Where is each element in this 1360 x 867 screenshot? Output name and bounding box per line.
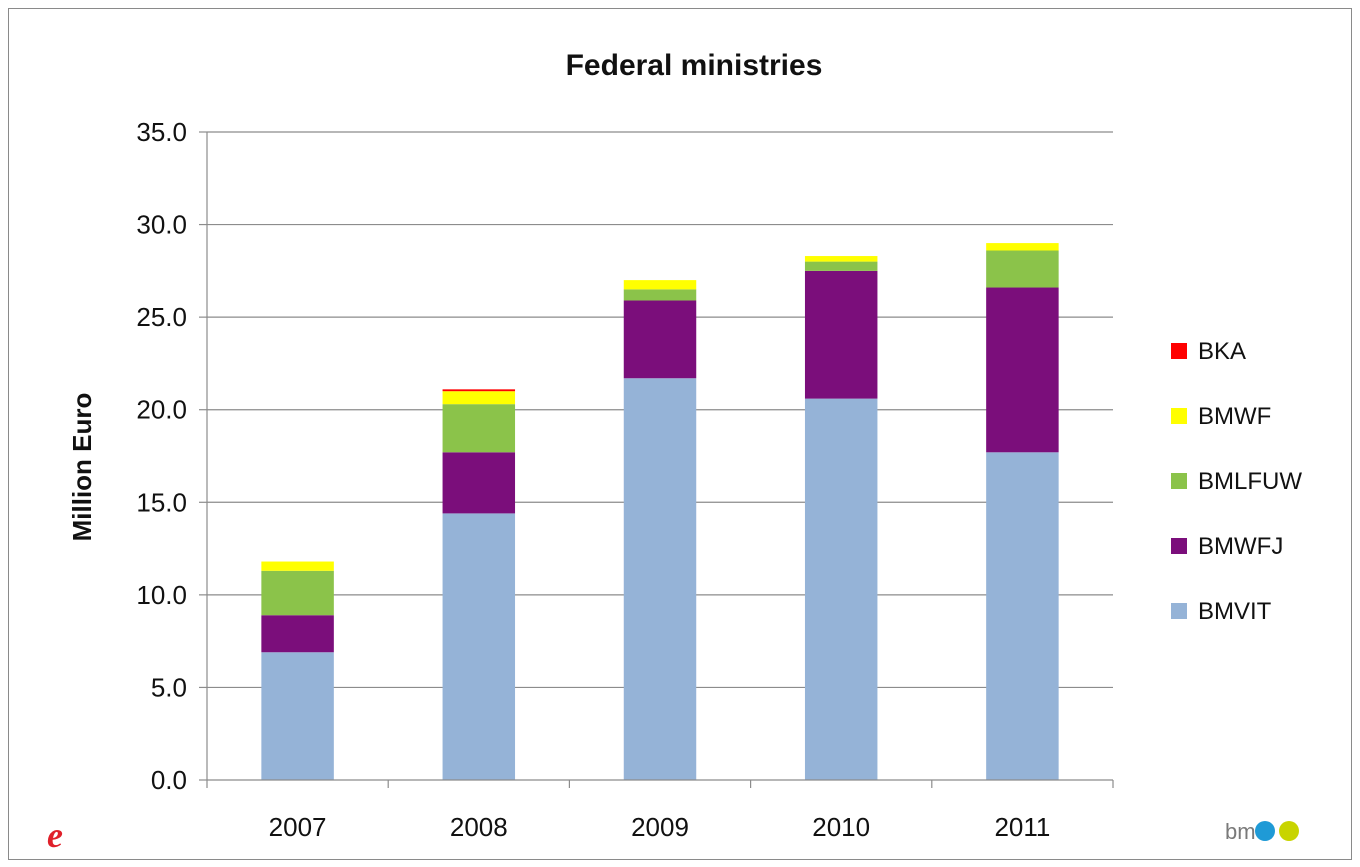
y-tick-label: 5.0: [151, 672, 187, 702]
right-logo: bm: [1225, 819, 1299, 844]
legend-swatch-bmwfj: [1171, 538, 1187, 554]
logo-e-icon: e: [47, 815, 63, 855]
x-tick-label: 2009: [631, 812, 689, 842]
bar-segment-bmvit-2008: [442, 513, 516, 780]
y-tick-label: 35.0: [136, 117, 187, 147]
bar-segment-bmwfj-2010: [804, 270, 878, 399]
legend-label-bmlfuw: BMLFUW: [1198, 468, 1302, 495]
legend-label-bka: BKA: [1198, 338, 1246, 365]
bar-segment-bmvit-2009: [623, 378, 697, 780]
legend: BKA BMWF BMLFUW BMWFJ BMVIT: [1171, 338, 1302, 625]
y-tick-labels: 0.0 5.0 10.0 15.0 20.0 25.0 30.0 35.0: [136, 117, 187, 795]
x-tick-labels: 2007 2008 2009 2010 2011: [269, 812, 1051, 842]
chart-frame: Federal ministries Million Euro 0.0 5.0 10…: [8, 8, 1352, 860]
legend-label-bmwfj: BMWFJ: [1198, 533, 1283, 560]
bmvit-logo-text: bm: [1225, 819, 1256, 844]
chart-title: Federal ministries: [566, 49, 823, 82]
y-tick-label: 25.0: [136, 302, 187, 332]
bmvit-logo-v-icon: [1255, 821, 1275, 841]
bar-segment-bka-2008: [442, 389, 516, 392]
y-tick-label: 0.0: [151, 765, 187, 795]
bar-segment-bmvit-2007: [261, 652, 334, 780]
bar-segment-bmlfuw-2010: [804, 261, 878, 271]
bars: [261, 243, 1059, 780]
x-tick-label: 2011: [994, 812, 1050, 842]
bar-segment-bmwfj-2009: [623, 300, 697, 379]
x-tick-label: 2010: [812, 812, 870, 842]
bar-segment-bmwf-2009: [623, 280, 697, 290]
bar-segment-bmvit-2011: [986, 452, 1059, 780]
legend-swatch-bmwf: [1171, 408, 1187, 424]
bmvit-logo-it-icon: [1279, 821, 1299, 841]
bar-segment-bmwf-2011: [986, 243, 1059, 251]
y-tick-label: 20.0: [136, 395, 187, 425]
bar-segment-bmlfuw-2007: [261, 570, 334, 616]
x-tick-label: 2008: [450, 812, 508, 842]
bar-segment-bmwfj-2007: [261, 615, 334, 653]
bar-segment-bmwf-2010: [804, 256, 878, 262]
legend-label-bmvit: BMVIT: [1198, 598, 1272, 625]
legend-swatch-bmlfuw: [1171, 473, 1187, 489]
legend-label-bmwf: BMWF: [1198, 403, 1271, 430]
axes: [206, 132, 1114, 788]
y-tick-label: 30.0: [136, 210, 187, 240]
bar-segment-bmwfj-2008: [442, 452, 516, 514]
y-axis-label: Million Euro: [67, 393, 97, 542]
y-tick-label: 15.0: [136, 487, 187, 517]
bar-segment-bmwf-2008: [442, 391, 516, 405]
chart-svg: Federal ministries Million Euro 0.0 5.0 10…: [47, 49, 1302, 855]
y-tick-label: 10.0: [136, 580, 187, 610]
legend-swatch-bmvit: [1171, 603, 1187, 619]
bar-segment-bmwf-2007: [261, 561, 334, 571]
bar-segment-bmwfj-2011: [986, 287, 1059, 453]
legend-swatch-bka: [1171, 343, 1187, 359]
bar-segment-bmlfuw-2009: [623, 289, 697, 301]
bar-segment-bmlfuw-2008: [442, 404, 516, 453]
left-logo: e: [47, 815, 63, 855]
bar-segment-bmvit-2010: [804, 398, 878, 780]
bar-segment-bmlfuw-2011: [986, 250, 1059, 288]
x-tick-label: 2007: [269, 812, 327, 842]
